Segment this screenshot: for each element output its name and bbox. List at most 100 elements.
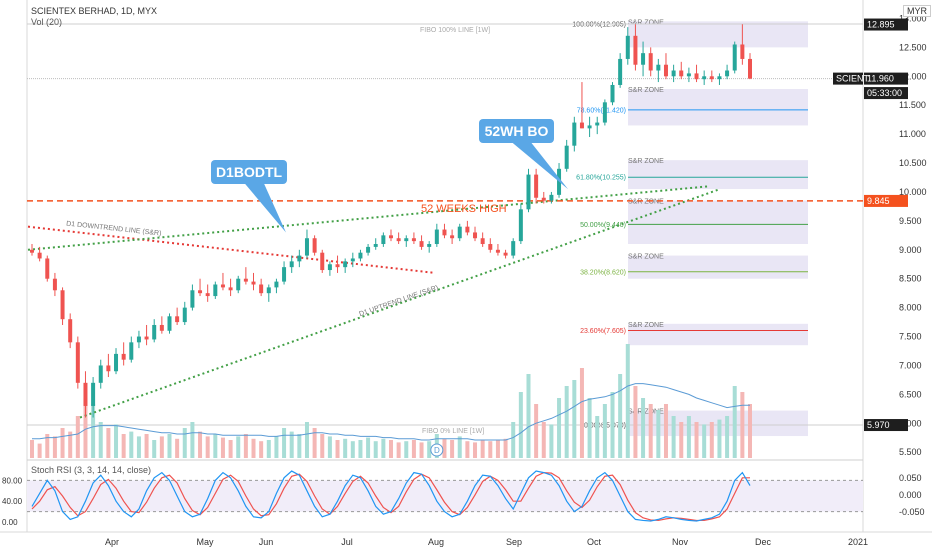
volume-bar <box>114 424 119 458</box>
volume-bar <box>205 436 210 458</box>
sr-zone-4 <box>628 255 808 279</box>
candle-body <box>45 258 50 279</box>
sr-zone-label: S&R ZONE <box>628 254 664 261</box>
price-badge <box>864 18 908 31</box>
price-badge-label: 9.845 <box>867 196 890 206</box>
candle-body <box>702 76 707 80</box>
candle-body <box>343 261 348 268</box>
callout-d1bodtl-label: D1BODTL <box>216 164 283 180</box>
candle-body <box>144 336 149 340</box>
candle-body <box>709 76 714 80</box>
volume-bar <box>618 374 623 458</box>
volume-bar <box>121 434 126 458</box>
sr-zone-label: S&R ZONE <box>628 87 664 94</box>
y-tick-label: 8.500 <box>899 274 922 284</box>
callout-52wh-label: 52WH BO <box>485 123 549 139</box>
fib-label-3: 50.00%(9.440) <box>580 222 626 229</box>
volume-bar <box>60 428 65 458</box>
callout-52wh-pointer <box>512 143 568 190</box>
candle-body <box>480 238 485 245</box>
volume-bar <box>564 386 569 458</box>
candle-body <box>266 287 271 294</box>
volume-bar <box>656 410 661 458</box>
candle-body <box>282 267 287 282</box>
candle-body <box>541 197 546 201</box>
volume-bar <box>641 398 646 458</box>
candle-body <box>419 241 424 247</box>
price-badge-label: 5.970 <box>867 420 890 430</box>
candle-body <box>129 342 134 360</box>
stoch-band <box>27 480 863 512</box>
volume-bar <box>419 442 424 458</box>
volume-bar <box>175 438 180 458</box>
candle-body <box>595 122 600 126</box>
candle-body <box>152 324 157 340</box>
symbol-legend: SCIENTEX BERHAD, 1D, MYX <box>31 6 158 16</box>
candle-body <box>37 252 42 259</box>
sr-zone-label: S&R ZONE <box>628 409 664 416</box>
candle-body <box>411 238 416 242</box>
candle-body <box>434 229 439 245</box>
volume-bar <box>480 440 485 458</box>
candle-body <box>656 64 661 71</box>
volume-bar <box>671 416 676 458</box>
sr-zone-5 <box>628 323 808 346</box>
candle-body <box>98 365 103 383</box>
candle-body <box>694 73 699 80</box>
stoch-d-line <box>31 471 750 522</box>
volume-bar <box>136 436 141 458</box>
candle-body <box>473 232 478 239</box>
volume-bar <box>679 422 684 458</box>
candle-body <box>205 293 210 297</box>
volume-bar <box>534 404 539 458</box>
volume-bar <box>748 404 752 458</box>
volume-bar <box>457 436 462 458</box>
stoch-left-tick: 80.00 <box>2 476 23 485</box>
volume-bar <box>37 443 42 458</box>
volume-bar <box>52 436 57 458</box>
fib-label-2: 61.80%(10.255) <box>576 175 626 182</box>
candle-body <box>114 353 119 372</box>
candle-body <box>633 35 638 65</box>
candle-body <box>618 58 623 85</box>
candle-body <box>167 316 172 331</box>
candle-body <box>366 246 371 253</box>
fib-label-4: 38.20%(8.620) <box>580 269 626 276</box>
candle-body <box>686 73 691 77</box>
price-badge <box>864 87 908 100</box>
y-tick-label: 12.500 <box>899 42 927 52</box>
candle-body <box>175 316 180 323</box>
volume-bar <box>251 438 256 458</box>
volume-bar <box>106 428 111 458</box>
uptrend-line <box>79 188 721 419</box>
volume-bar <box>213 434 218 458</box>
volume-bar <box>526 374 531 458</box>
volume-bar <box>152 440 157 458</box>
fib-label-1: 78.60%(11.420) <box>577 107 626 114</box>
y-tick-label: 9.500 <box>899 216 922 226</box>
downtrend-line <box>27 225 436 274</box>
volume-bar <box>686 416 691 458</box>
volume-bar <box>503 438 508 458</box>
volume-bar <box>289 431 294 458</box>
y-tick-label: 10.000 <box>899 187 927 197</box>
candle-body <box>304 238 309 256</box>
candle-body <box>91 382 96 406</box>
candle-body <box>396 238 401 242</box>
candle-body <box>251 281 256 285</box>
x-tick-label: Sep <box>506 537 522 547</box>
candle-body <box>465 226 470 233</box>
candle-body <box>274 281 279 288</box>
volume-bar <box>274 436 279 458</box>
stoch-k-line <box>31 470 751 522</box>
volume-bar <box>389 440 393 458</box>
fibo-100-label: FIBO 100% LINE [1W] <box>420 27 490 34</box>
volume-bar <box>30 440 34 458</box>
candle-body <box>259 284 264 294</box>
x-tick-label: Dec <box>755 537 772 547</box>
currency-label: MYR <box>903 5 931 17</box>
volume-bar <box>411 440 416 458</box>
candle-body <box>557 168 562 195</box>
sr-zone-label: S&R ZONE <box>628 19 664 26</box>
